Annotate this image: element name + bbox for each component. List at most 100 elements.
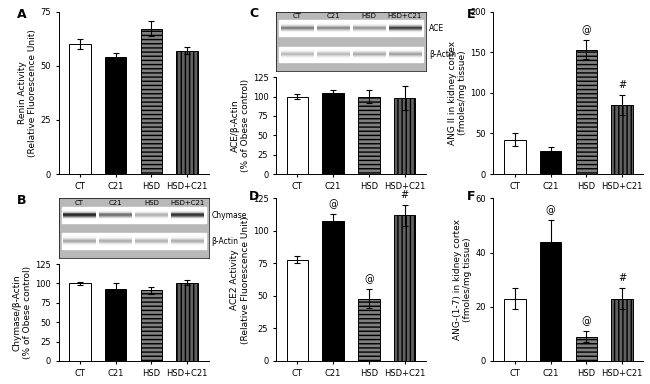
Bar [389,23,421,24]
Bar [135,237,168,238]
Bar [69,283,90,361]
Bar [317,57,350,58]
Bar [317,24,350,25]
Bar [69,44,90,174]
Bar [576,337,597,361]
Text: #: # [618,80,626,90]
Bar [171,215,204,216]
Bar [317,50,350,51]
Bar [281,30,313,31]
Bar [504,140,526,174]
Bar [352,60,385,61]
Bar [389,32,421,33]
Bar [317,26,350,27]
Bar [352,47,385,48]
Bar [99,212,132,213]
Bar [171,212,204,213]
Bar [99,246,132,247]
Bar [317,47,350,48]
Bar [281,50,313,51]
Bar [358,96,380,174]
Bar [135,244,168,245]
Bar [389,51,421,52]
Text: β-Actin: β-Actin [211,237,239,246]
Bar [389,27,421,28]
Bar [389,21,421,22]
Bar [63,247,96,248]
Bar [99,215,132,216]
Bar [171,221,204,222]
Bar [352,24,385,25]
Bar [281,55,313,56]
Bar [317,54,350,55]
Text: β-Actin: β-Actin [429,50,456,59]
Bar [317,31,350,32]
Bar [62,207,205,223]
Text: @: @ [364,275,374,285]
Y-axis label: ANG II in kidney cortex
(fmoles/mg tissue): ANG II in kidney cortex (fmoles/mg tissu… [448,41,467,145]
Bar [504,299,526,361]
Bar [576,50,597,174]
Bar [99,218,132,219]
Bar [352,30,385,31]
Bar [352,22,385,23]
Bar [389,22,421,23]
Bar [389,52,421,53]
Bar [63,244,96,245]
Bar [317,30,350,31]
Bar [352,29,385,30]
Bar [63,242,96,243]
Bar [281,47,313,48]
Bar [135,211,168,212]
Bar [317,56,350,57]
Bar [281,54,313,55]
Bar [281,32,313,33]
Bar [99,210,132,211]
Bar [62,233,205,249]
Text: @: @ [328,199,338,209]
Bar [171,214,204,215]
Bar [99,234,132,235]
Bar [135,241,168,242]
Bar [135,214,168,215]
Bar [99,241,132,242]
Bar [281,29,313,30]
Bar [171,235,204,236]
Bar [171,237,204,238]
Bar [279,46,423,62]
Bar [176,283,198,361]
Bar [352,53,385,54]
Bar [99,236,132,237]
Bar [612,105,633,174]
Bar [63,221,96,222]
Bar [317,51,350,52]
Bar [389,50,421,51]
Bar [281,24,313,25]
Bar [63,241,96,242]
Bar [135,235,168,236]
Bar [63,237,96,238]
Bar [63,236,96,237]
Bar [99,245,132,246]
Bar [171,247,204,248]
Bar [389,33,421,34]
Bar [63,245,96,246]
Bar [135,239,168,240]
Bar [281,60,313,61]
Bar [171,219,204,220]
Bar [287,96,308,174]
Bar [317,55,350,56]
Bar [99,209,132,210]
Bar [352,33,385,34]
Text: #: # [618,273,626,283]
Text: Chymase: Chymase [211,210,247,220]
Bar [105,57,126,174]
Bar [389,48,421,49]
Bar [135,242,168,243]
Bar [317,34,350,35]
Bar [171,216,204,217]
Bar [317,21,350,22]
Bar [99,208,132,209]
Bar [63,218,96,219]
Bar [389,55,421,56]
